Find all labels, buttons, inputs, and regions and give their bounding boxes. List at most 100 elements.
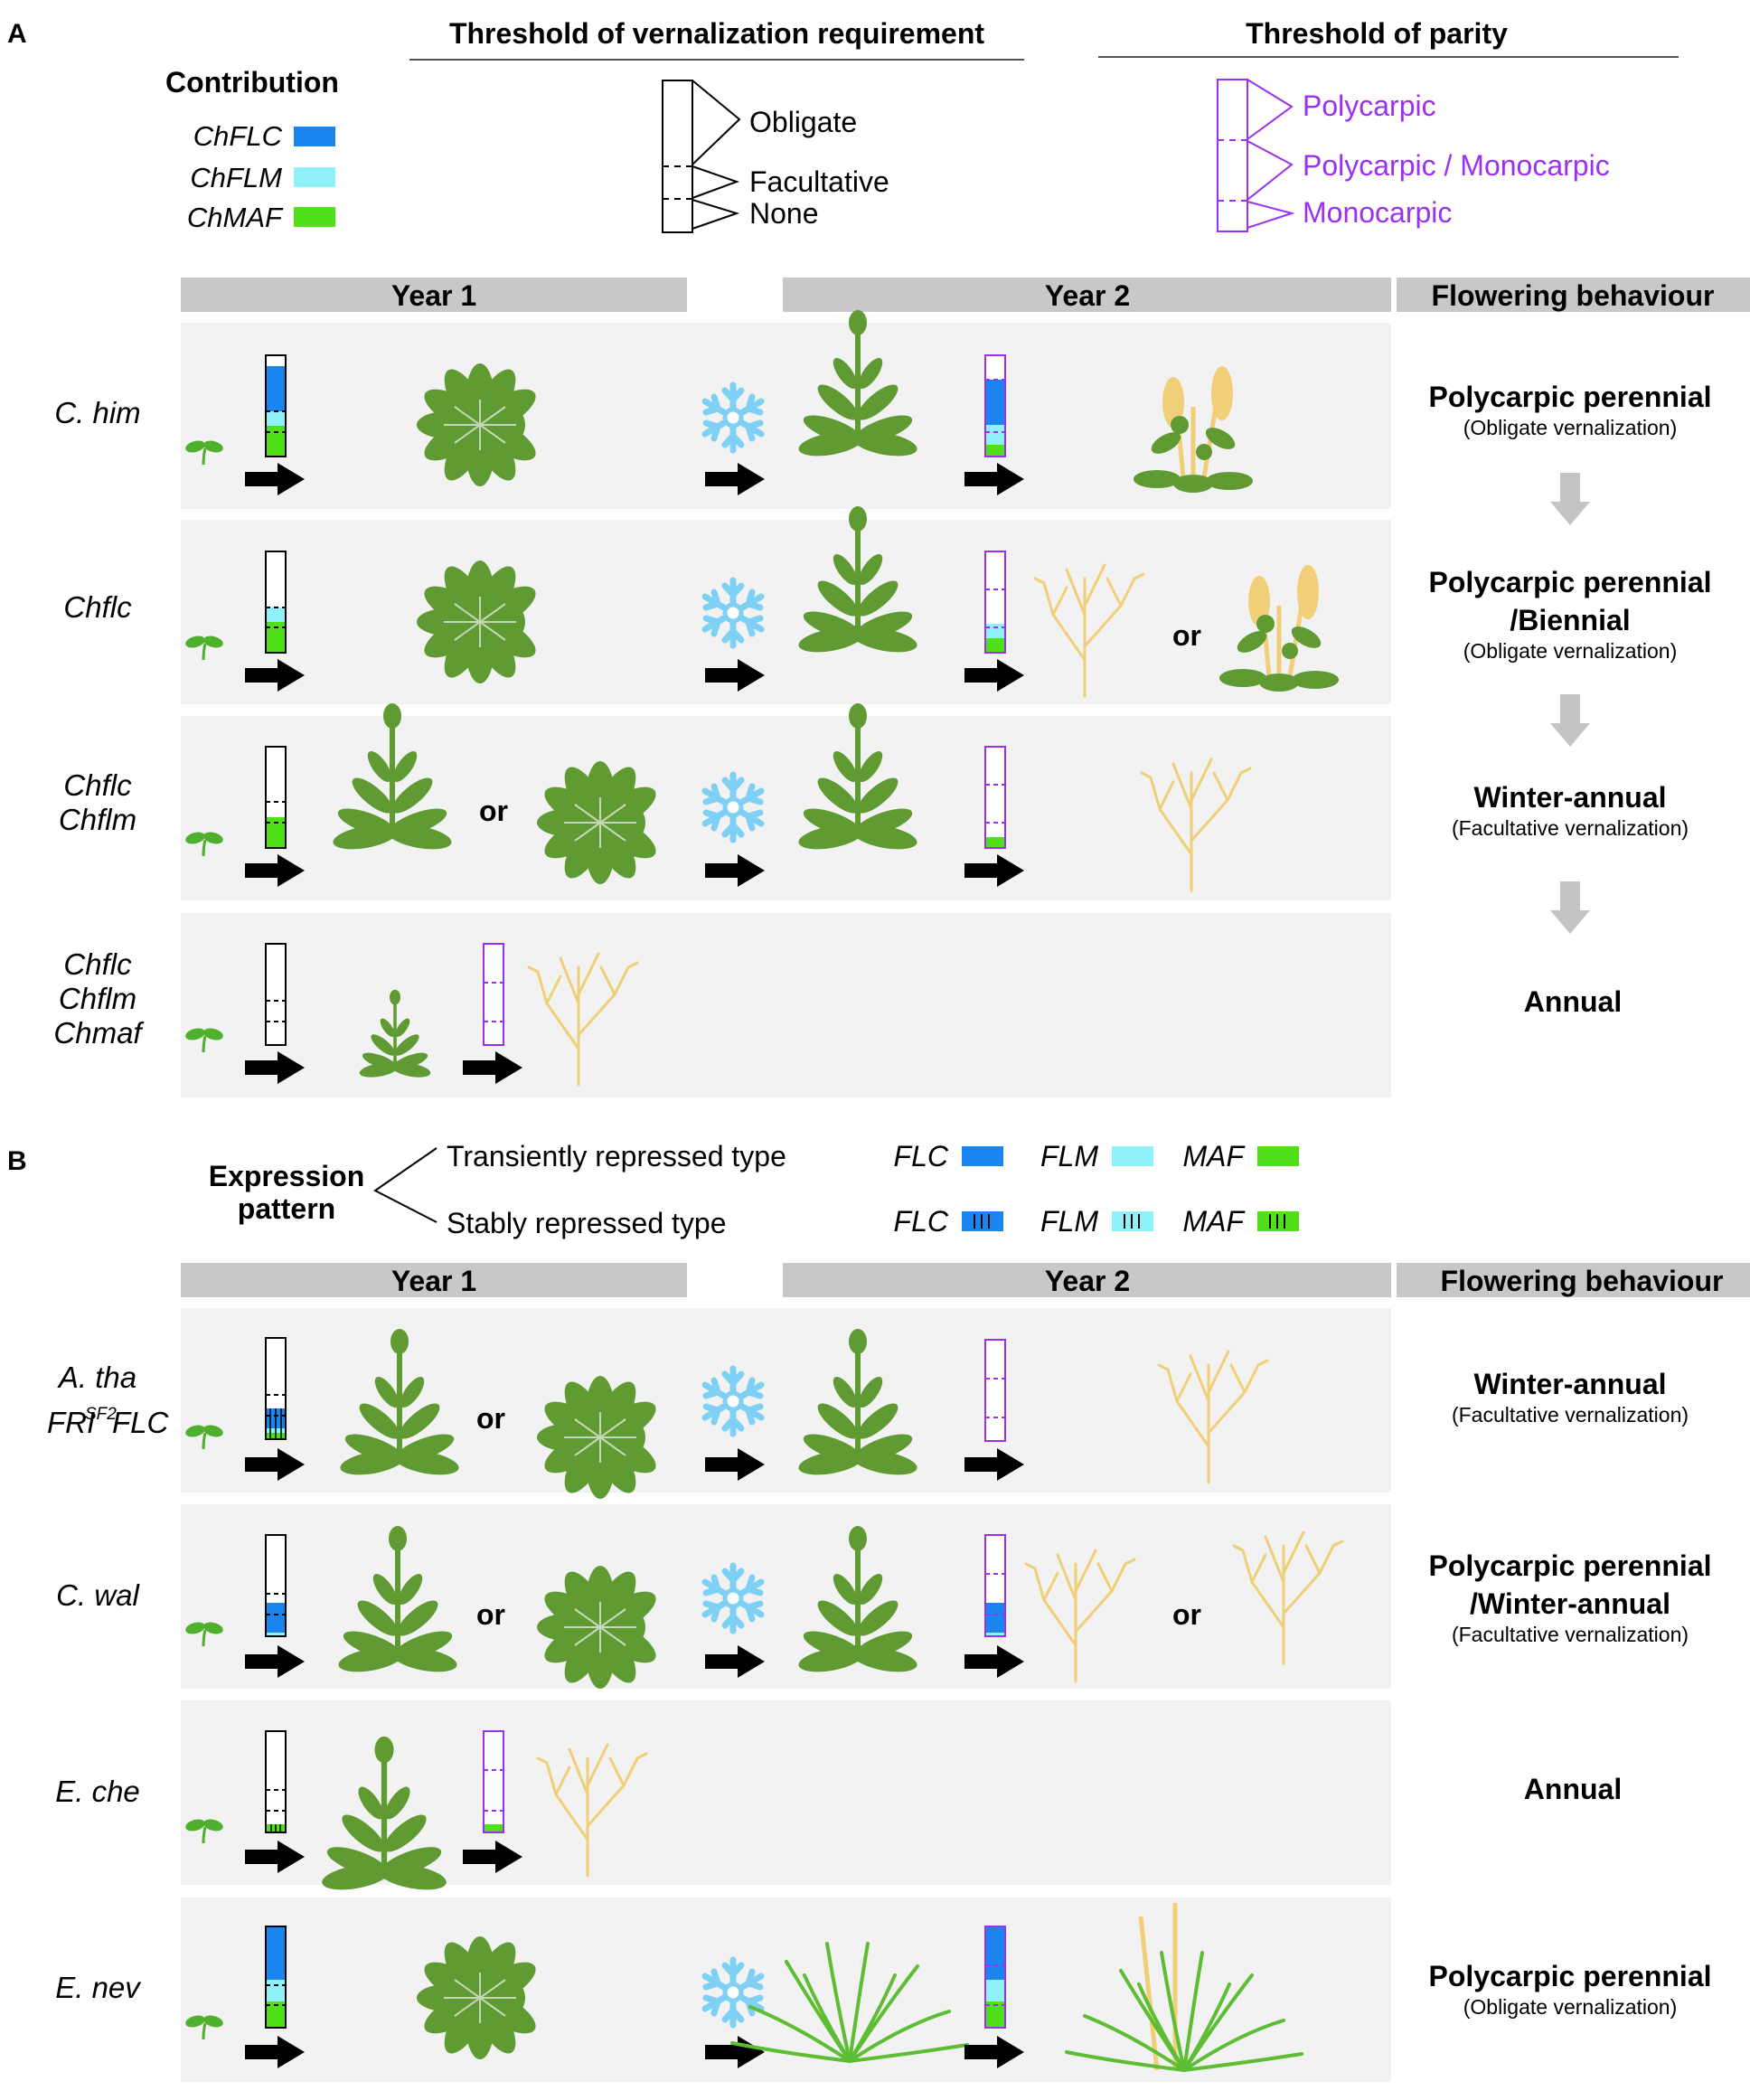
b-row2-species: C. wal (56, 1578, 140, 1612)
legend-swatch-chflm (294, 167, 335, 187)
legend-swatch-chmaf (294, 207, 335, 227)
expression-stable: Stably repressed type (447, 1207, 727, 1239)
b-row3-species: E. che (55, 1775, 140, 1808)
b-row1-behaviour: Winter-annual (1473, 1368, 1666, 1400)
b-row1-genotype-flc: FLC (112, 1406, 170, 1439)
b-row2-year1-bar (265, 1534, 287, 1637)
b-behaviour-band (1397, 1263, 1750, 1297)
parity-monocarpic: Monocarpic (1303, 196, 1452, 229)
a-row3-note: (Facultative vernalization) (1452, 816, 1689, 840)
expression-transient: Transiently repressed type (447, 1140, 786, 1172)
b-row1-species: A. tha (57, 1361, 136, 1394)
legend-label-chflc: ChFLC (193, 120, 283, 152)
a-row4-behaviour: Annual (1524, 985, 1622, 1018)
b-row2-note: (Facultative vernalization) (1452, 1623, 1689, 1646)
b-row4-year2-bar (984, 1926, 1006, 2029)
b-row4-behaviour: Polycarpic perennial (1428, 1960, 1711, 1992)
b-row3-parity-bar (483, 1730, 504, 1833)
a-row1-year2-bar (984, 354, 1006, 457)
legend-label-flm-stable: FLM (1040, 1205, 1098, 1238)
a-row1-genotype: C. him (54, 396, 140, 429)
b-year2-band (783, 1263, 1391, 1297)
b-row1-year1-bar (265, 1337, 287, 1440)
a-row3-genotype-line2: Chflm (59, 803, 136, 836)
b-row4-year1-bar (265, 1926, 287, 2029)
vernalization-none: None (749, 197, 819, 230)
parity-polycarpic: Polycarpic (1303, 89, 1436, 122)
down-arrow-icon (1550, 473, 1590, 525)
down-arrow-icon (1550, 694, 1590, 747)
a-year2-header: Year 2 (1045, 279, 1130, 312)
b-year2-header: Year 2 (1045, 1265, 1130, 1297)
a-row1-behaviour: Polycarpic perennial (1428, 381, 1711, 413)
a-row4-year1-bar (265, 943, 287, 1046)
a-year2-band (783, 278, 1391, 312)
contribution-legend-title: Contribution (165, 66, 339, 99)
a-row2-note: (Obligate vernalization) (1463, 639, 1678, 663)
a-behaviour-band (1397, 278, 1750, 312)
b-row1-genotype-fri: FRI (47, 1406, 95, 1439)
gene-legend-transient: FLC FLM MAF (894, 1140, 1299, 1172)
expression-title-line2: pattern (238, 1192, 335, 1225)
legend-swatch-chflc (294, 127, 335, 146)
b-row2-year2-bar (984, 1534, 1006, 1637)
legend-label-flc-stable: FLC (894, 1205, 949, 1238)
b-year1-header: Year 1 (391, 1265, 476, 1297)
panel-b-letter: B (7, 1146, 27, 1176)
expression-brace (373, 1147, 438, 1223)
b-row4-note: (Obligate vernalization) (1463, 1995, 1678, 2019)
a-row-3 (181, 716, 1391, 900)
a-row2-behaviour-line2: /Biennial (1510, 604, 1630, 636)
a-row2-or: or (1172, 619, 1201, 652)
b-row1-note: (Facultative vernalization) (1452, 1403, 1689, 1427)
a-row3-behaviour: Winter-annual (1473, 781, 1666, 814)
a-row4-genotype-line3: Chmaf (53, 1016, 145, 1050)
vernalization-title: Threshold of vernalization requirement (449, 17, 984, 50)
a-row2-genotype: Chflc (63, 590, 132, 624)
b-row1-or: or (476, 1402, 505, 1435)
b-row1-year2-bar (984, 1339, 1006, 1442)
parity-threshold-diagram (1217, 79, 1295, 232)
legend-label-flm: FLM (1040, 1140, 1098, 1172)
b-row1-genotype-sup: SF2 (85, 1405, 117, 1424)
legend-label-maf: MAF (1182, 1140, 1246, 1172)
a-row2-behaviour: Polycarpic perennial (1428, 566, 1711, 598)
vernalization-threshold-diagram (662, 80, 741, 233)
b-row2-or: or (476, 1598, 505, 1631)
b-row4-species: E. nev (55, 1971, 142, 2004)
legend-label-chmaf: ChMAF (187, 202, 284, 233)
panel-a-letter: A (7, 19, 27, 49)
a-row3-year1-bar (265, 746, 287, 849)
expression-title-line1: Expression (209, 1160, 365, 1192)
a-row4-genotype-line2: Chflm (59, 982, 136, 1015)
a-row4-parity-bar (483, 943, 504, 1046)
a-row1-note: (Obligate vernalization) (1463, 416, 1678, 439)
legend-label-flc: FLC (894, 1140, 949, 1172)
a-row-2 (181, 520, 1391, 704)
b-row3-year1-bar (265, 1730, 287, 1833)
contribution-legend: ChFLC ChFLM ChMAF (187, 120, 335, 233)
a-row2-year2-bar (984, 551, 1006, 654)
a-year1-band (181, 278, 687, 312)
vernalization-obligate: Obligate (749, 106, 857, 138)
gene-legend-stable: FLC FLM MAF (894, 1205, 1299, 1238)
b-behaviour-header: Flowering behaviour (1441, 1265, 1724, 1297)
a-row3-genotype-line1: Chflc (63, 768, 132, 802)
a-behaviour-header: Flowering behaviour (1432, 279, 1715, 312)
vernalization-facultative: Facultative (749, 165, 889, 198)
down-arrow-icon (1550, 881, 1590, 934)
a-row3-or: or (479, 795, 508, 827)
a-row1-year1-bar (265, 354, 287, 457)
flowering-plant-icon (1065, 1903, 1303, 2072)
parity-polycarpic-monocarpic: Polycarpic / Monocarpic (1303, 149, 1610, 182)
a-year1-header: Year 1 (391, 279, 476, 312)
legend-label-chflm: ChFLM (190, 162, 282, 193)
b-row2-behaviour-line2: /Winter-annual (1470, 1587, 1670, 1620)
b-year1-band (181, 1263, 687, 1297)
a-row3-year2-bar (984, 746, 1006, 849)
parity-title: Threshold of parity (1246, 17, 1508, 50)
b-row2-or-2: or (1172, 1598, 1201, 1631)
a-row2-year1-bar (265, 551, 287, 654)
a-row4-genotype-line1: Chflc (63, 947, 132, 981)
